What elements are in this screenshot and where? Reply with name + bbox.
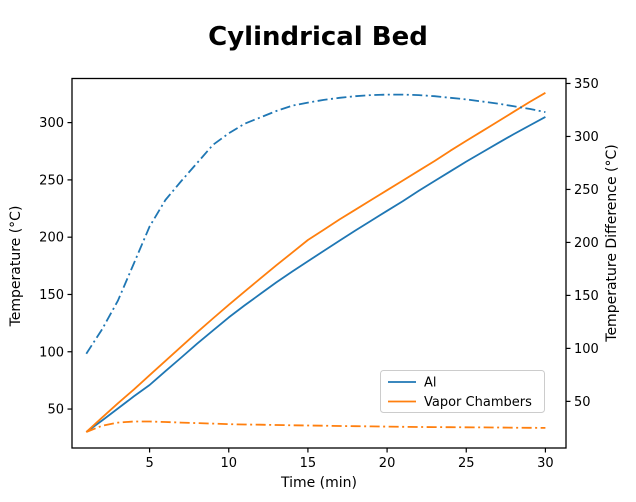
x-tick-label: 10	[220, 456, 237, 471]
y-tick-label-left: 150	[39, 288, 64, 303]
legend-box	[380, 370, 545, 413]
y-tick-label-right: 250	[574, 183, 599, 198]
chart-title: Cylindrical Bed	[208, 22, 428, 52]
y-tick-label-left: 200	[39, 231, 64, 246]
line-vapor-chambers	[85, 92, 546, 433]
y-axis-right: 50 100 150 200 250 300 350 Temperature Differen…	[566, 77, 620, 410]
x-tick-label: 5	[145, 456, 153, 471]
x-axis-label: Time (min)	[280, 475, 357, 491]
y-tick-label-left: 100	[39, 345, 64, 360]
y-tick-label-right: 150	[574, 289, 599, 304]
y-tick-label-right: 100	[574, 342, 599, 357]
y-tick-label-right: 50	[574, 395, 591, 410]
legend-label-al: Al	[424, 376, 437, 391]
legend: Al Vapor Chambers	[380, 370, 545, 413]
x-axis: 5 10 15 20 25 30 Time (min)	[145, 448, 554, 491]
x-tick-label: 20	[379, 456, 396, 471]
line-al	[85, 116, 546, 433]
x-tick-label: 15	[300, 456, 317, 471]
x-tick-label: 25	[458, 456, 475, 471]
y-tick-label-right: 350	[574, 77, 599, 92]
y-axis-left: 50 100 150 200 250 300 Temperature (°C)	[8, 116, 72, 418]
y-tick-label-right: 300	[574, 130, 599, 145]
y-axis-label-left: Temperature (°C)	[8, 206, 24, 328]
y-tick-label-left: 50	[47, 403, 64, 418]
y-tick-label-left: 250	[39, 173, 64, 188]
y-tick-label-right: 200	[574, 236, 599, 251]
x-tick-label: 30	[537, 456, 554, 471]
line-vapor-chambers-temperature-difference	[85, 420, 546, 433]
y-tick-label-left: 300	[39, 116, 64, 131]
y-axis-label-right: Temperature Difference (°C)	[604, 144, 620, 342]
legend-label-vapor-chambers: Vapor Chambers	[424, 395, 532, 410]
